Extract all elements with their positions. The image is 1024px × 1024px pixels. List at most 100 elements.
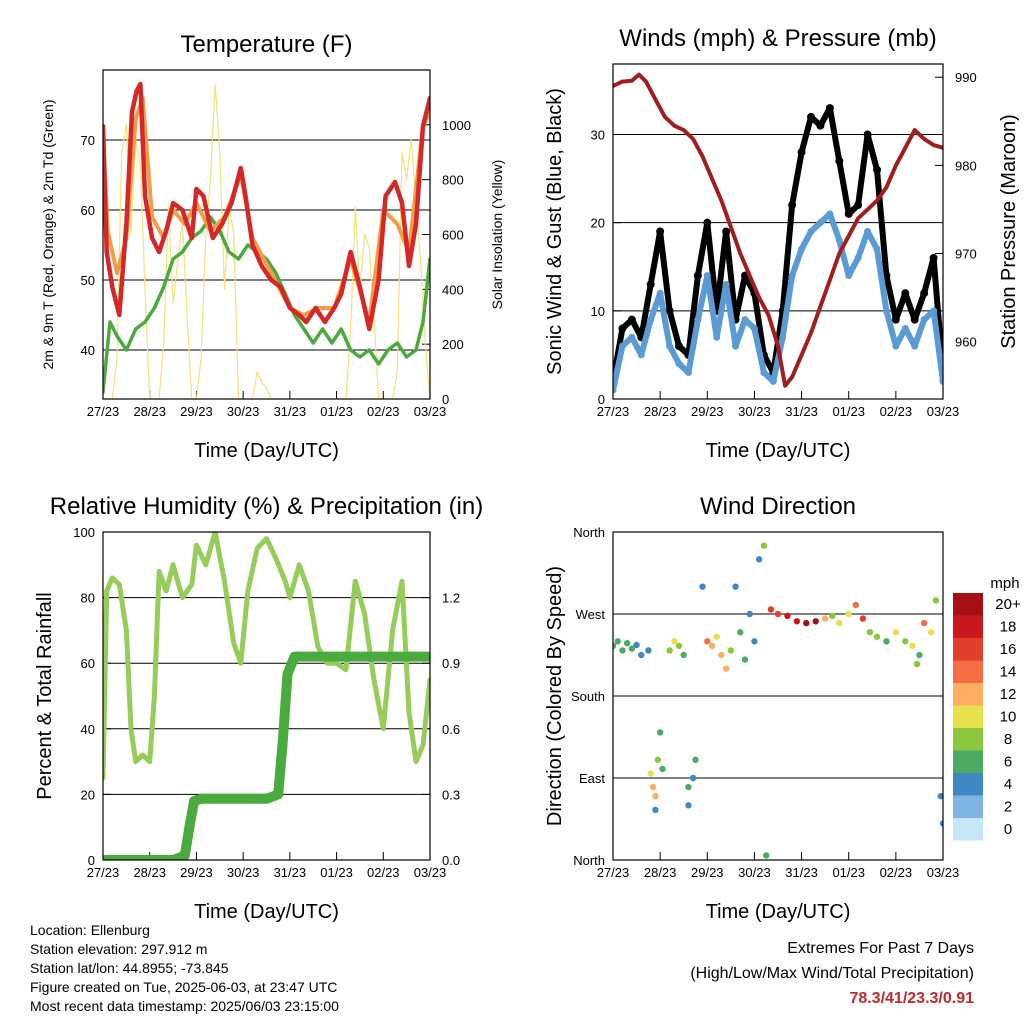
direction-point [732,583,739,590]
gust-point [618,324,627,333]
chart-title: Winds (mph) & Pressure (mb) [619,25,936,52]
x-tick-label: 29/23 [691,865,724,880]
y-right-tick-label: 200 [442,337,464,352]
y-tick-label: 100 [73,525,95,540]
y-tick-label: 60 [81,656,95,671]
x-tick-label: 28/23 [133,865,166,880]
wind-point [939,377,943,385]
direction-point [763,852,770,859]
direction-point [652,793,659,800]
direction-point [836,619,843,627]
direction-point [689,774,697,782]
wind-point [675,360,683,368]
plot-frame [102,531,431,861]
direction-point [727,647,735,654]
wind-point [779,333,787,341]
y-axis-label: Sonic Wind & Gust (Blue, Black) [544,88,566,375]
legend-swatch [953,795,983,818]
legend-swatch [953,728,983,751]
y-tick-label: 20 [591,216,605,231]
direction-point [883,638,890,645]
y-axis-label: Percent & Total Rainfall [34,592,56,800]
direction-point [652,806,659,814]
direction-point [803,619,810,627]
wind-point [845,272,853,280]
wind-point [666,342,674,350]
direction-point [829,612,836,620]
y-right-tick-label: 970 [955,247,977,262]
direction-point [623,639,631,647]
wind-point [750,324,758,332]
legend-swatch [953,705,983,728]
wind-point [854,254,862,262]
legend-label: 16 [1000,641,1017,658]
legend-swatch [953,818,983,841]
y-right-tick-label: 980 [955,158,977,173]
direction-point [760,542,768,549]
legend-label: 18 [1000,619,1017,636]
gust-point [844,209,853,218]
legend-swatch [953,615,983,638]
x-tick-label: 03/23 [927,865,960,880]
direction-point [784,612,791,620]
direction-point [741,656,749,663]
gust-point [656,227,665,236]
t2m-line [103,81,430,332]
y-axis-label: Direction (Colored By Speed) [544,566,566,826]
gust-point [835,156,844,165]
location-text: Location: Ellenburg [30,922,150,938]
wind-point [684,369,692,377]
direction-point [718,651,725,659]
direction-point [654,756,661,763]
temperature-panel: Temperature (F) Time (Day/UTC) 2m & 9m T (… [40,31,505,462]
direction-point [613,642,617,650]
direction-point [892,629,900,636]
gust-point [873,165,881,174]
chart-title: Temperature (F) [180,31,352,58]
direction-point [845,610,852,618]
x-tick-label: 03/23 [927,404,960,419]
legend-label: 8 [1004,731,1012,748]
wind-point [722,280,730,288]
extremes-info: Extremes For Past 7 Days (High/Low/Max W… [690,936,974,1011]
direction-point [633,641,640,649]
plot-frame [612,63,944,400]
direction-point [692,756,699,763]
y-tick-label: East [579,771,605,786]
x-tick-label: 29/23 [180,865,213,880]
wind-point [864,228,872,235]
gust-point [863,130,872,139]
x-axis-label: Time (Day/UTC) [194,901,339,923]
direction-point [859,615,867,622]
legend-label: 20+ [995,596,1021,613]
direction-point [928,629,935,636]
gust-point [929,253,938,262]
legend-label: 12 [1000,686,1017,703]
y-right-tick-label: 600 [442,228,464,243]
x-tick-label: 03/23 [414,865,447,880]
plot-area [103,81,430,399]
legend-label: 2 [1004,799,1012,816]
direction-point [932,597,940,604]
pressure-line [613,72,943,388]
x-tick-label: 29/23 [691,404,724,419]
latlon-text: Station lat/lon: 44.8955; -73.845 [30,960,229,976]
direction-point [866,629,874,636]
direction-point [767,606,775,613]
plot-area [613,542,943,859]
direction-point [722,665,730,672]
direction-point [873,633,881,640]
x-tick-label: 02/23 [367,404,400,419]
legend-swatch [953,660,983,683]
x-tick-label: 31/23 [274,404,307,419]
gust-point [882,271,891,280]
wind-point [892,342,900,350]
x-tick-label: 30/23 [227,404,260,419]
gust-point [788,201,797,210]
x-tick-label: 31/23 [785,865,818,880]
y-tick-label: 40 [81,343,95,358]
direction-point [685,783,692,791]
direction-point [699,583,706,590]
x-tick-label: 27/23 [597,404,630,419]
wind-point [656,289,664,297]
